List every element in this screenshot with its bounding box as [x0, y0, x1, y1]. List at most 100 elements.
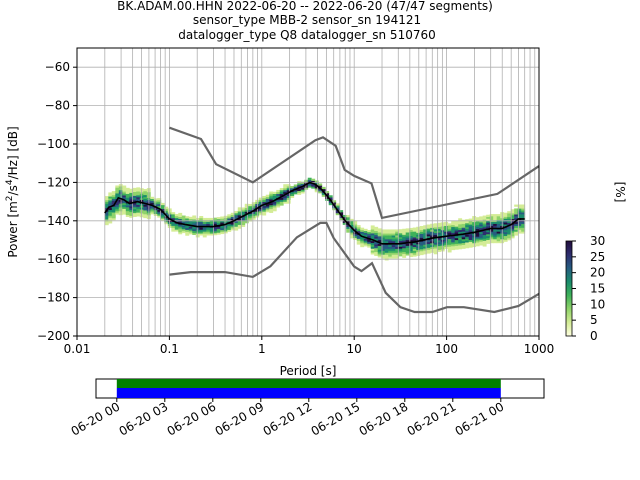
histogram-cell	[206, 233, 211, 236]
histogram-cell	[272, 209, 277, 212]
timeline-tick-label: 06-21 00	[453, 399, 507, 438]
histogram-cell	[234, 216, 239, 220]
histogram-cell	[367, 239, 372, 242]
histogram-cell	[388, 246, 393, 249]
histogram-cell	[391, 233, 396, 236]
histogram-cell	[279, 203, 284, 206]
histogram-cell	[230, 224, 235, 227]
histogram-cell	[475, 236, 480, 239]
histogram-cell	[111, 208, 116, 211]
histogram-cell	[188, 218, 193, 221]
histogram-cell	[370, 250, 375, 253]
histogram-cell	[300, 189, 305, 192]
histogram-cell	[510, 216, 515, 220]
histogram-cell	[132, 207, 137, 210]
coverage-bar-green	[116, 379, 501, 388]
histogram-cell	[479, 225, 484, 229]
histogram-cell	[328, 201, 333, 204]
histogram-cell	[479, 220, 484, 223]
histogram-cell	[374, 249, 379, 253]
histogram-cell	[272, 203, 277, 206]
histogram-cell	[269, 208, 274, 212]
histogram-cell	[104, 198, 109, 201]
histogram-cell	[360, 229, 365, 232]
histogram-cell	[272, 197, 277, 200]
histogram-cell	[111, 198, 116, 202]
histogram-cell	[283, 186, 288, 189]
histogram-cell	[258, 199, 263, 202]
histogram-cell	[377, 228, 382, 231]
histogram-cell	[164, 212, 169, 215]
histogram-cell	[451, 242, 456, 245]
histogram-cell	[503, 228, 508, 231]
histogram-cell	[262, 195, 267, 199]
histogram-cell	[234, 226, 239, 229]
histogram-cell	[185, 229, 190, 232]
histogram-cell	[321, 186, 326, 190]
y-tick-label: −120	[37, 175, 70, 189]
histogram-cell	[157, 205, 162, 208]
histogram-cell	[174, 213, 179, 217]
histogram-cell	[444, 237, 449, 240]
histogram-cell	[458, 237, 463, 240]
histogram-cell	[122, 185, 127, 188]
histogram-cell	[493, 240, 498, 244]
histogram-cell	[230, 212, 235, 216]
histogram-cell	[423, 229, 428, 232]
histogram-cell	[458, 245, 463, 248]
histogram-cell	[514, 223, 519, 226]
histogram-cell	[482, 242, 487, 245]
histogram-cell	[209, 227, 214, 230]
histogram-cell	[426, 228, 431, 231]
histogram-cell	[496, 216, 501, 219]
histogram-cell	[318, 191, 323, 194]
histogram-cell	[514, 218, 519, 221]
histogram-cell	[346, 215, 351, 218]
histogram-cell	[356, 230, 361, 234]
histogram-cell	[129, 215, 134, 218]
histogram-cell	[437, 230, 442, 233]
histogram-cell	[108, 196, 113, 199]
histogram-cell	[412, 239, 417, 242]
histogram-cell	[437, 238, 442, 241]
histogram-cell	[433, 227, 438, 230]
histogram-cell	[381, 231, 386, 234]
histogram-cell	[384, 237, 389, 240]
histogram-cell	[405, 243, 410, 246]
histogram-cell	[370, 227, 375, 230]
histogram-cell	[521, 208, 526, 211]
histogram-cell	[181, 225, 186, 228]
histogram-cell	[409, 229, 414, 233]
histogram-cell	[451, 236, 456, 239]
histogram-cell	[363, 240, 368, 243]
histogram-cell	[510, 228, 515, 231]
histogram-cell	[377, 237, 382, 241]
histogram-cell	[265, 210, 270, 213]
histogram-cell	[227, 218, 232, 221]
plot-frame	[76, 47, 540, 337]
histogram-cell	[479, 241, 484, 244]
histogram-cell	[479, 237, 484, 240]
histogram-cell	[129, 209, 134, 213]
histogram-cell	[293, 192, 298, 195]
histogram-cell	[122, 187, 127, 190]
histogram-cell	[244, 221, 249, 224]
histogram-cell	[258, 203, 263, 206]
histogram-cell	[405, 236, 410, 239]
histogram-cell	[283, 191, 288, 195]
histogram-cell	[465, 221, 470, 224]
y-axis-label: Power [m2/s4/Hz] [dB]	[5, 126, 20, 257]
histogram-cell	[419, 241, 424, 244]
histogram-cell	[489, 235, 494, 238]
histogram-cell	[188, 220, 193, 223]
histogram-cell	[286, 184, 291, 187]
plot-background	[77, 48, 539, 336]
histogram-cell	[279, 193, 284, 197]
mode-curve	[104, 181, 525, 245]
histogram-cell	[437, 241, 442, 245]
histogram-cell	[444, 233, 449, 236]
histogram-cell	[433, 240, 438, 243]
colorbar-tick-label: 0	[590, 329, 598, 343]
histogram-cell	[367, 235, 372, 238]
histogram-cell	[227, 214, 232, 217]
